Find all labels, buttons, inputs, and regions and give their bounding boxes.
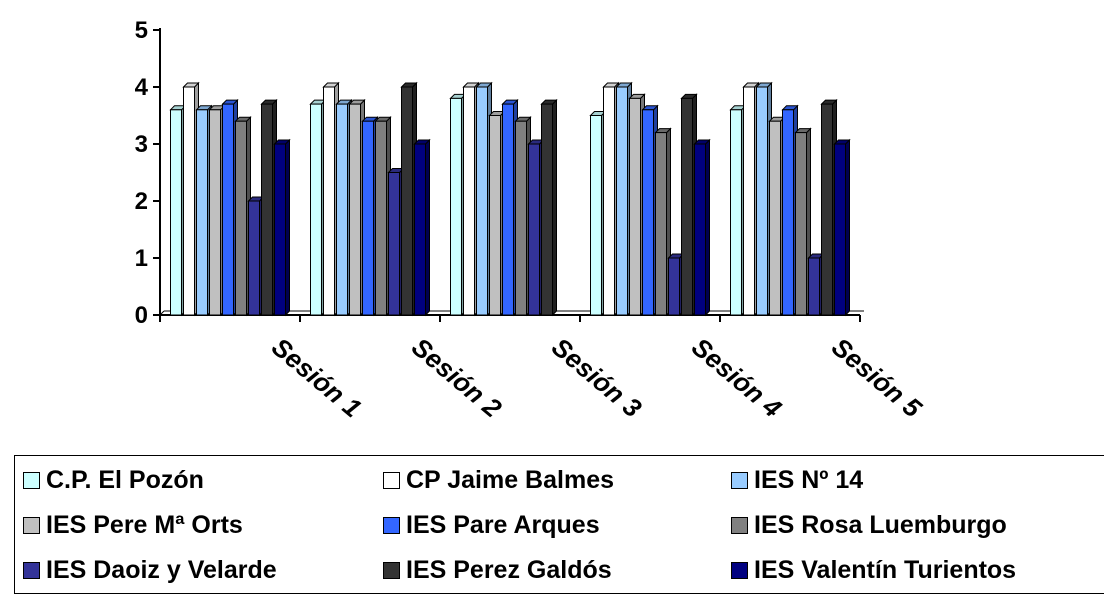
bar-chart: 0 1 2 3 4 5 Sesión 1 Sesión 2 Sesión 3 Sesión 4 Se… — [135, 17, 928, 424]
x-tick-label: Sesión 4 — [686, 332, 788, 424]
legend-label: IES Valentín Turientos — [754, 555, 1017, 584]
legend-swatch — [383, 516, 400, 534]
legend-swatch — [731, 516, 748, 534]
x-tick-label: Sesión 3 — [546, 332, 648, 424]
legend-label: CP Jaime Balmes — [406, 465, 614, 494]
legend-swatch — [383, 471, 400, 489]
legend-item: IES Pere Mª Orts — [23, 503, 243, 547]
bar — [413, 138, 431, 317]
bar — [273, 138, 291, 317]
legend-item: C.P. El Pozón — [23, 458, 204, 502]
legend-item: IES Perez Galdós — [383, 548, 612, 592]
y-tick-label: 1 — [135, 245, 148, 272]
legend-item: CP Jaime Balmes — [383, 458, 614, 502]
y-tick-label: 3 — [135, 131, 148, 158]
y-tick-label: 5 — [135, 17, 148, 44]
y-tick-label: 0 — [135, 302, 148, 329]
legend-label: IES Nº 14 — [754, 465, 864, 494]
legend-swatch — [731, 471, 748, 489]
x-tick-label: Sesión 5 — [826, 332, 928, 424]
legend-item: IES Nº 14 — [731, 458, 863, 502]
legend-label: IES Rosa Luemburgo — [754, 510, 1007, 539]
y-tick-label: 2 — [135, 188, 148, 215]
legend-label: IES Daoiz y Velarde — [46, 555, 277, 584]
x-tick-label: Sesión 1 — [266, 332, 367, 424]
chart-bars — [169, 81, 851, 317]
legend-label: C.P. El Pozón — [46, 465, 204, 494]
legend-item: IES Pare Arques — [383, 503, 600, 547]
y-tick-label: 4 — [135, 74, 149, 101]
legend-swatch — [23, 471, 40, 489]
chart-legend: C.P. El Pozón CP Jaime Balmes IES Nº 14 IES… — [14, 455, 1104, 594]
legend-item: IES Daoiz y Velarde — [23, 548, 277, 592]
bar — [833, 138, 851, 317]
legend-label: IES Perez Galdós — [406, 555, 612, 584]
legend-item: IES Rosa Luemburgo — [731, 503, 1007, 547]
legend-swatch — [23, 561, 40, 579]
bar — [693, 138, 711, 317]
legend-label: IES Pere Mª Orts — [46, 510, 243, 539]
legend-item: IES Valentín Turientos — [731, 548, 1016, 592]
bar — [540, 98, 558, 317]
x-tick-label: Sesión 2 — [406, 332, 508, 424]
legend-swatch — [731, 561, 748, 579]
legend-swatch — [23, 516, 40, 534]
legend-label: IES Pare Arques — [406, 510, 600, 539]
legend-swatch — [383, 561, 400, 579]
